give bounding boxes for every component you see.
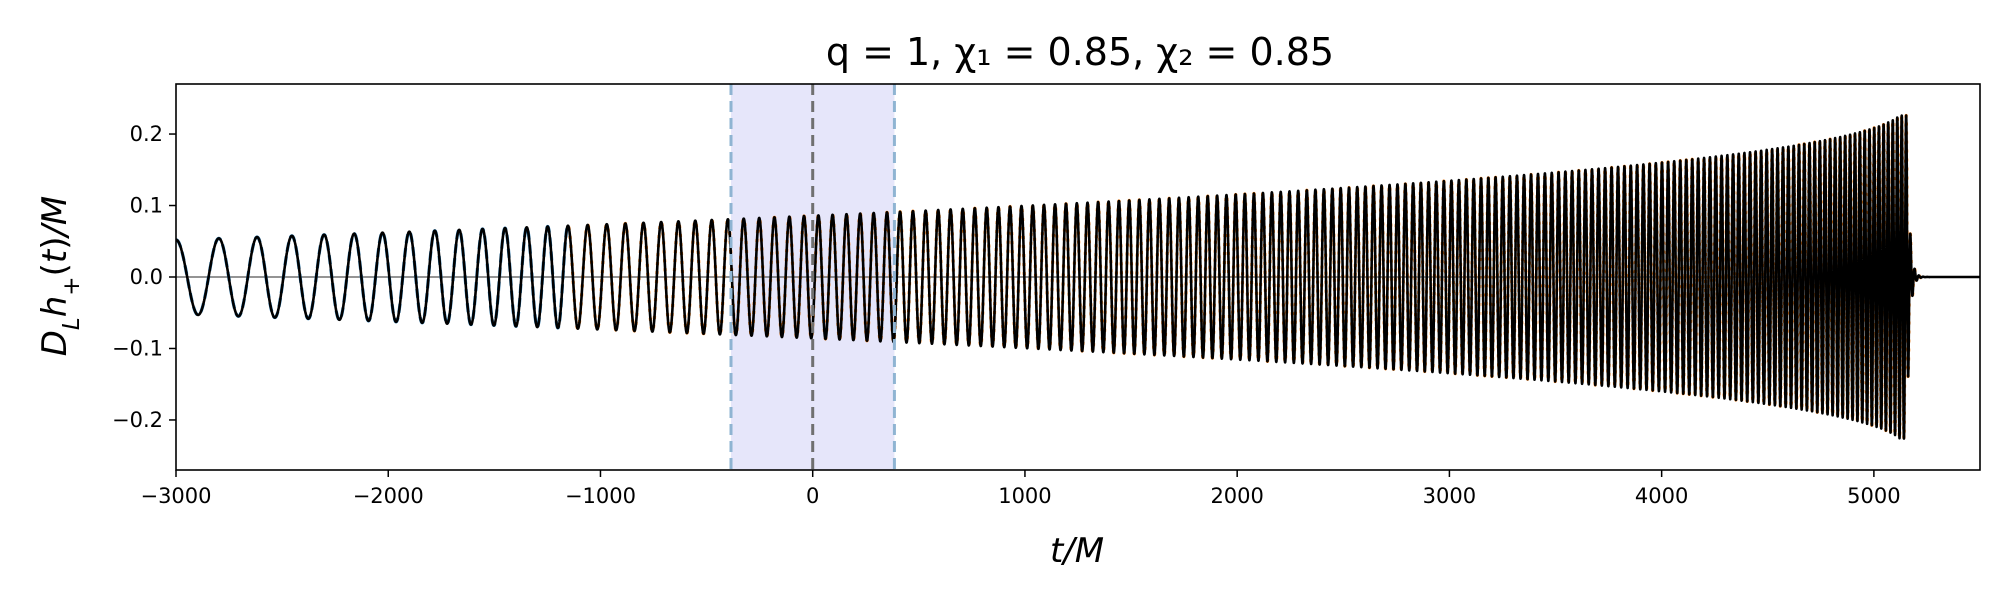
x-tick-label: −2000 [353,484,424,508]
x-axis: −3000 −2000 −1000 0 1000 2000 3000 4000 5000 [140,470,1901,508]
series-line-solid [174,114,1982,440]
waveform-series [174,113,1982,441]
x-tick-label: 2000 [1210,484,1263,508]
plot-area [174,83,1982,471]
y-tick-label: 0.0 [130,265,163,289]
x-tick-label: 5000 [1847,484,1900,508]
reference-lines [729,84,896,470]
x-tick-label: 4000 [1635,484,1688,508]
svg-text:DLh+(t)/M: DLh+(t)/M [35,196,85,357]
x-tick-label: 0 [806,484,819,508]
x-tick-label: 1000 [998,484,1051,508]
chart-title: q = 1, χ₁ = 0.85, χ₂ = 0.85 [826,30,1334,74]
y-axis-label: DLh+(t)/M [35,196,85,357]
y-axis: −0.2 −0.1 0.0 0.1 0.2 [112,122,176,432]
y-tick-label: −0.1 [112,336,163,360]
x-tick-label: −3000 [140,484,211,508]
x-tick-label: 3000 [1423,484,1476,508]
y-tick-label: 0.1 [130,194,163,218]
x-tick-label: −1000 [565,484,636,508]
y-tick-label: 0.2 [130,122,163,146]
y-tick-label: −0.2 [112,408,163,432]
x-axis-label: t/M [1050,531,1104,571]
